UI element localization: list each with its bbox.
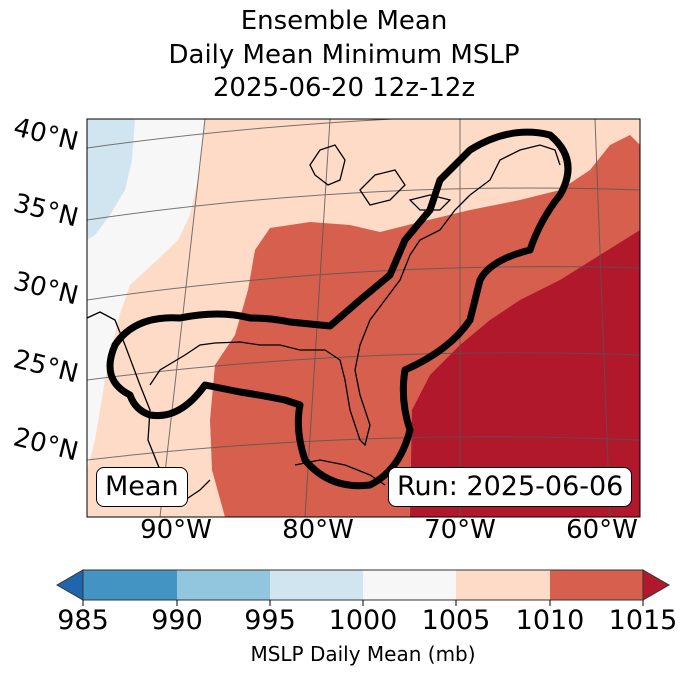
colorbar bbox=[55, 569, 671, 606]
mean-label: Mean bbox=[96, 467, 188, 507]
lon-tick-70w: 70°W bbox=[424, 515, 496, 545]
map-area bbox=[87, 119, 640, 517]
title-line-1: Ensemble Mean bbox=[240, 6, 448, 36]
envelope-contour bbox=[106, 128, 572, 490]
title-line-3: 2025-06-20 12z-12z bbox=[212, 73, 476, 103]
field-1000-1005 bbox=[87, 119, 205, 470]
colorbar-tick-1000: 1000 bbox=[328, 605, 398, 636]
colorbar-label: MSLP Daily Mean (mb) bbox=[250, 642, 476, 666]
colorbar-tick-1010: 1010 bbox=[515, 605, 585, 636]
colorbar-bin-990-995 bbox=[177, 570, 270, 600]
colorbar-bin-1010-1015 bbox=[550, 570, 643, 600]
colorbar-bin-995-1000 bbox=[270, 570, 363, 600]
colorbar-tick-1015: 1015 bbox=[608, 605, 678, 636]
colorbar-tick-995: 995 bbox=[244, 605, 296, 636]
map-frame bbox=[86, 118, 641, 518]
colorbar-tick-1005: 1005 bbox=[421, 605, 491, 636]
colorbar-tick-985: 985 bbox=[57, 605, 109, 636]
title-line-2: Daily Mean Minimum MSLP bbox=[168, 40, 520, 70]
colorbar-bin-1000-1005 bbox=[363, 570, 456, 600]
run-label: Run: 2025-06-06 bbox=[388, 467, 633, 507]
field-995-1000 bbox=[87, 119, 135, 240]
colorbar-bin-985-990 bbox=[83, 570, 177, 600]
lon-tick-90w: 90°W bbox=[140, 515, 212, 545]
lon-tick-80w: 80°W bbox=[282, 515, 354, 545]
field-above-1015 bbox=[410, 230, 640, 517]
lon-tick-60w: 60°W bbox=[566, 515, 638, 545]
colorbar-bin-1005-1010 bbox=[456, 570, 550, 600]
colorbar-extend-high bbox=[642, 569, 671, 601]
colorbar-tick-990: 990 bbox=[151, 605, 203, 636]
colorbar-extend-low bbox=[55, 569, 84, 601]
